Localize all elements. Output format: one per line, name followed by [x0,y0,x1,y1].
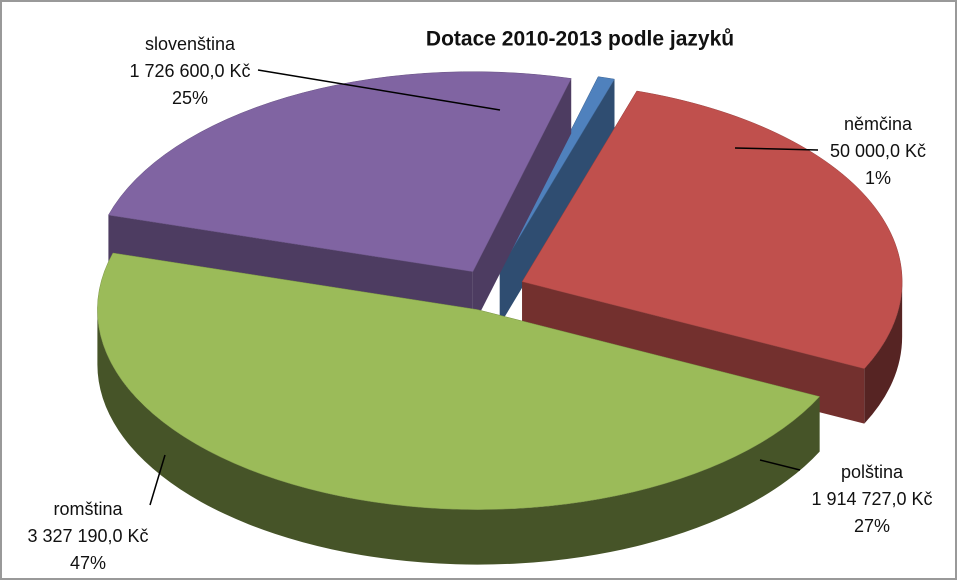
leader-line [759,459,801,471]
data-label-name: slovenština [145,34,236,54]
leader-line [257,69,501,111]
leader-line [734,147,819,151]
slice-cut-side [472,78,572,327]
data-label-percent: 47% [70,553,106,573]
slice-side [97,309,820,565]
data-label-value: 50 000,0 Kč [830,141,926,161]
slice-side [864,281,903,424]
slice [97,252,821,510]
slice-cut-side [499,79,615,325]
data-label-value: 3 327 190,0 Kč [27,526,148,546]
slice [108,71,572,272]
data-label-name: němčina [844,114,913,134]
data-label-percent: 27% [854,516,890,536]
data-label-percent: 1% [865,168,891,188]
data-label-value: 1 726 600,0 Kč [129,61,250,81]
data-label-name: romština [53,499,123,519]
chart-title: Dotace 2010-2013 podle jazyků [426,28,734,51]
slice [521,90,903,369]
slice [499,76,615,270]
data-label-name: polština [841,462,904,482]
data-label-value: 1 914 727,0 Kč [811,489,932,509]
data-label-percent: 25% [172,88,208,108]
leader-line [149,454,166,506]
